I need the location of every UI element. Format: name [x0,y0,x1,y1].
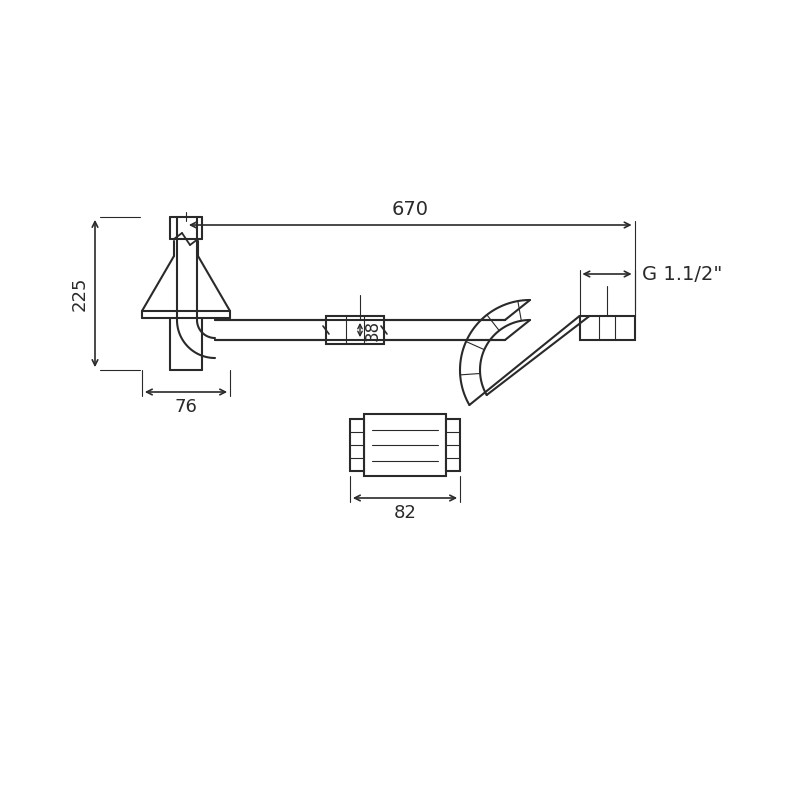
Text: G 1.1/2": G 1.1/2" [642,265,723,283]
Bar [364,414,446,476]
Bar [350,419,364,471]
Bar [579,316,634,340]
Bar [446,419,460,471]
Text: 225: 225 [71,276,89,310]
Text: 38: 38 [364,319,382,341]
Text: 76: 76 [174,398,198,416]
Text: 82: 82 [394,504,417,522]
Text: 670: 670 [392,200,429,219]
Bar [326,316,384,344]
